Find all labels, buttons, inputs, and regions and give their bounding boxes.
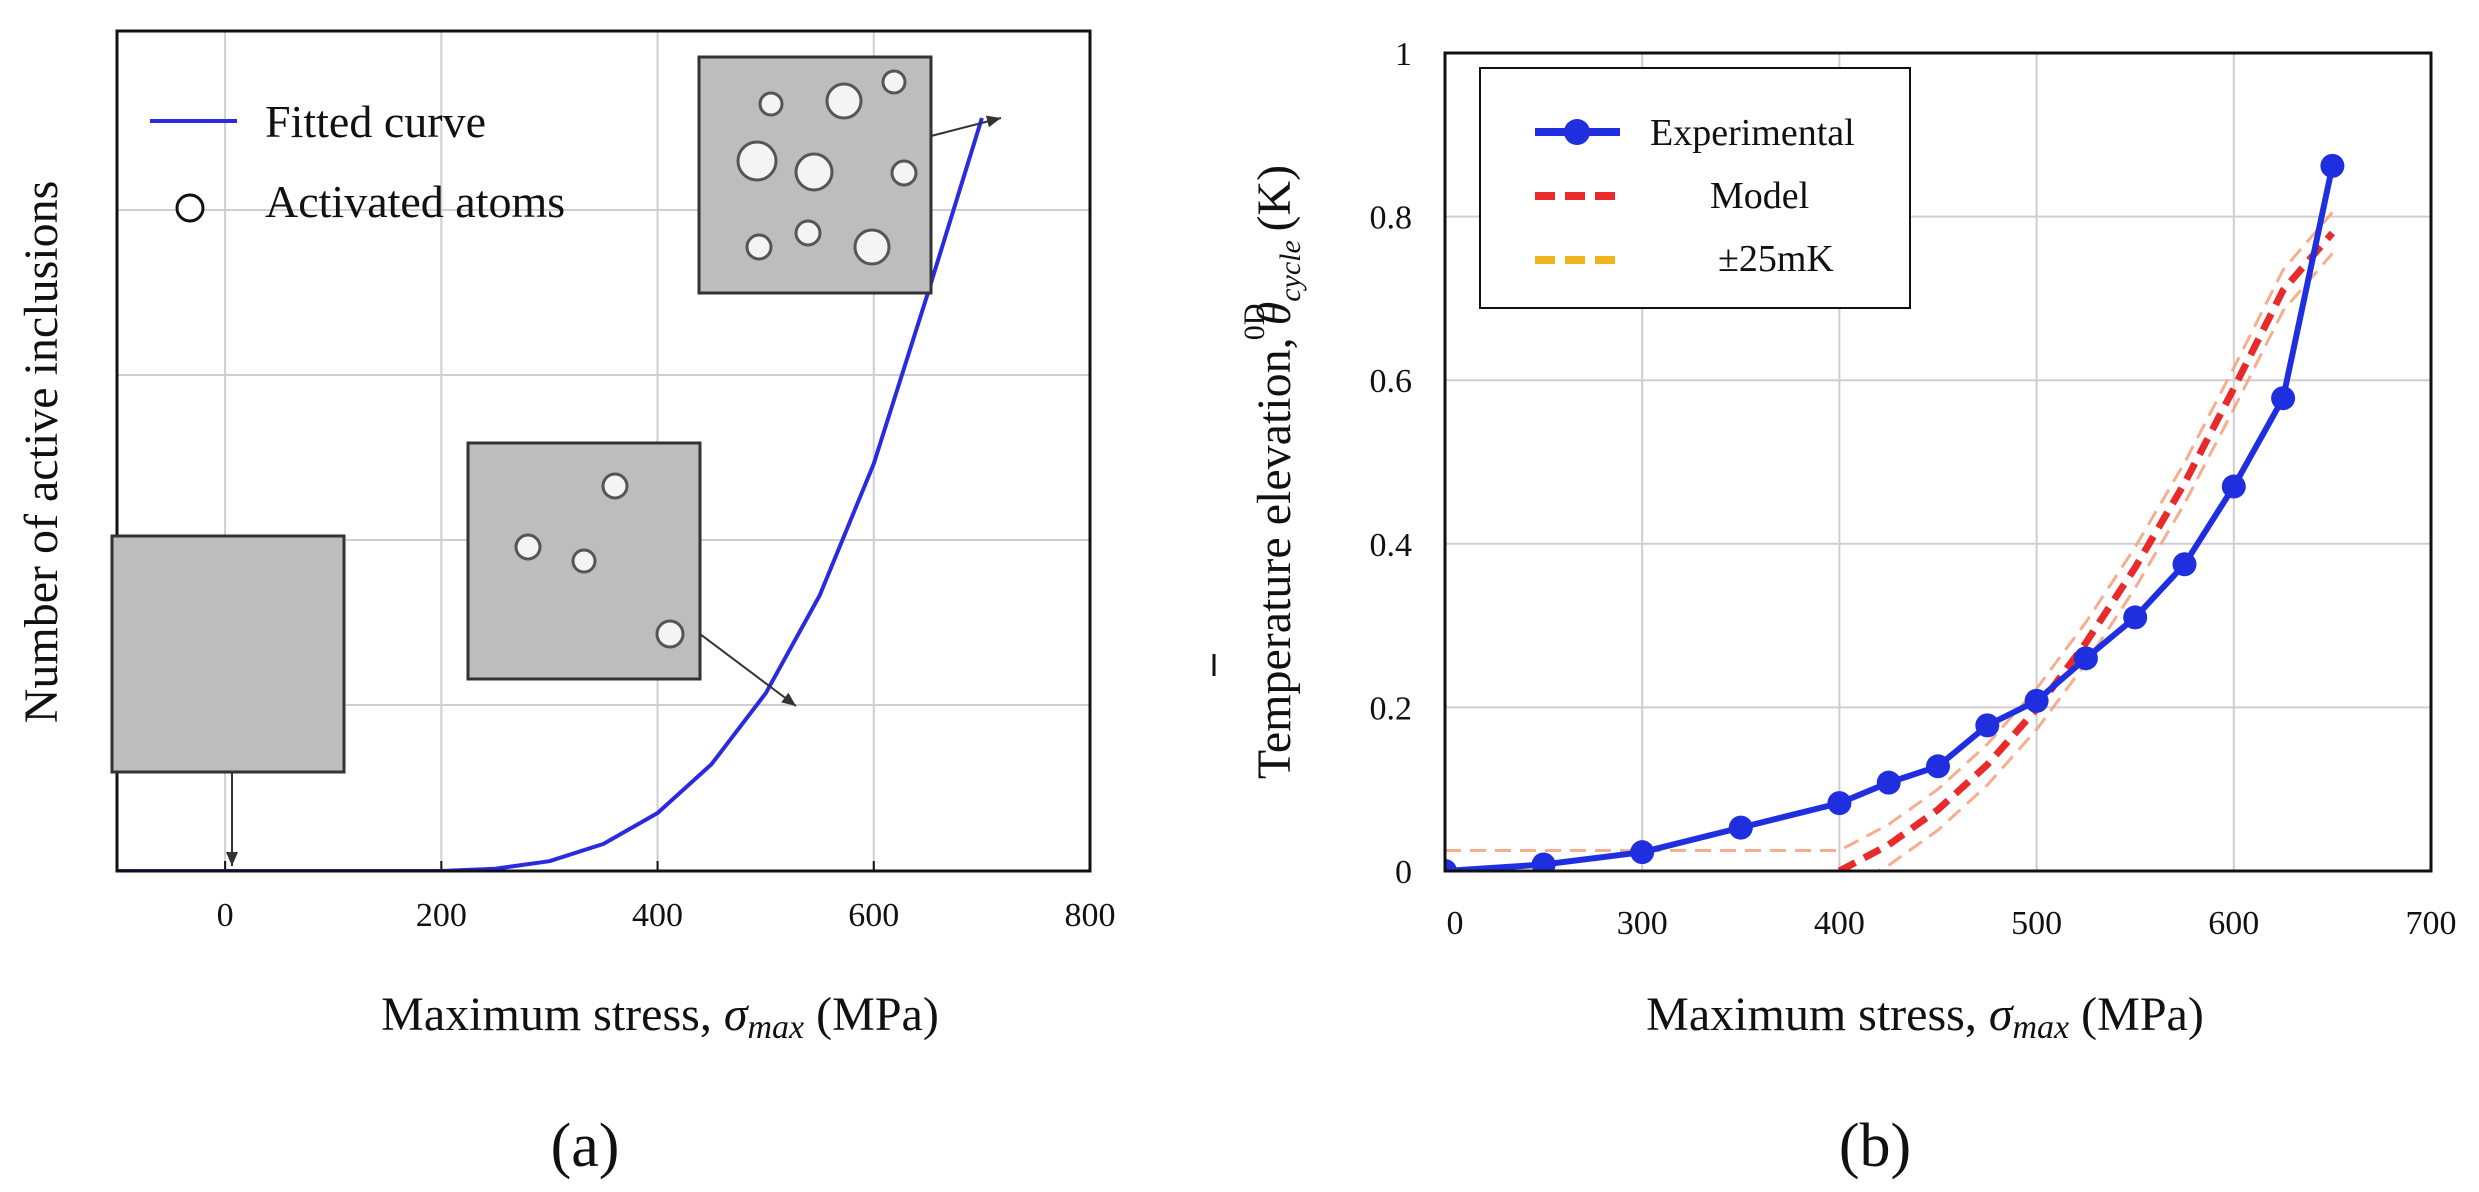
insets-a <box>110 55 1002 866</box>
x-tick-label-b-4: 600 <box>2208 905 2259 942</box>
series-line-fitted-curve <box>117 117 984 871</box>
data-point-experimental-5 <box>1876 770 1901 795</box>
legend-a: Fitted curve Activated atoms <box>150 96 565 227</box>
legend-swatch-experimental-marker <box>1564 119 1590 145</box>
y-axis-label-b: Temperature elevation, θcycle0D (K) <box>1238 165 1307 779</box>
inset-2-circle-3 <box>736 140 778 182</box>
legend-label-25mk: ±25mK <box>1718 238 1834 280</box>
x-tick-label-a-1: 200 <box>416 897 467 934</box>
legend-label-fitted-curve: Fitted curve <box>265 96 486 147</box>
data-point-experimental-7 <box>1975 713 2000 738</box>
data-point-experimental-8 <box>2024 688 2049 713</box>
series-band-25mk-lower <box>1874 252 2334 871</box>
y-axis-label-a: Number of active inclusions <box>15 181 68 724</box>
data-point-experimental-11 <box>2172 552 2197 577</box>
inset-arrowhead-1 <box>781 692 796 706</box>
legend-label-model: Model <box>1710 175 1809 217</box>
x-tick-label-b-5: 700 <box>2406 905 2457 942</box>
inset-arrow-1 <box>699 633 797 707</box>
x-tick-label-a-3: 600 <box>848 897 899 934</box>
inset-1-circle-1 <box>514 533 542 561</box>
x-tick-labels-b: 0 300 400 500 600 700 <box>1447 905 2457 942</box>
inset-1-circle-3 <box>655 619 685 649</box>
series-group-b <box>1445 153 2345 871</box>
y-tick-label-b-0: 0 <box>1395 854 1412 891</box>
x-tick-label-b-0: 0 <box>1447 905 1464 942</box>
plot-frame-b <box>1443 51 2433 873</box>
x-tick-label-b-1: 300 <box>1617 905 1668 942</box>
data-point-experimental-6 <box>1926 754 1950 779</box>
x-tick-label-b-3: 500 <box>2011 905 2062 942</box>
series-line-model <box>1837 230 2336 871</box>
data-point-experimental-4 <box>1827 791 1852 816</box>
data-point-experimental-14 <box>2320 153 2345 178</box>
legend-label-experimental: Experimental <box>1650 112 1855 154</box>
series-group-a <box>117 117 984 871</box>
data-point-experimental-3 <box>1728 815 1753 840</box>
data-point-experimental-13 <box>2271 386 2296 411</box>
data-point-experimental-12 <box>2221 474 2246 499</box>
y-tick-label-b-3: 0.6 <box>1370 363 1413 400</box>
x-tick-label-a-2: 400 <box>632 897 683 934</box>
data-point-experimental-9 <box>2073 646 2098 671</box>
x-tick-labels-a: 0 200 400 600 800 <box>217 897 1116 934</box>
y-tick-label-b-2: 0.4 <box>1370 527 1413 564</box>
inset-2-circle-4 <box>794 152 834 192</box>
panel-b: 0 300 400 500 600 700 0 0.2 0.4 0.6 0.8 1 Experime… <box>1212 36 2457 1180</box>
inset-box-0 <box>110 534 346 774</box>
y-tick-label-b-5: 1 <box>1395 36 1412 73</box>
plot-frame-a <box>115 29 1092 873</box>
inset-1-circle-0 <box>601 472 629 500</box>
y-tick-label-b-4: 0.8 <box>1370 200 1413 237</box>
data-point-experimental-1 <box>1531 852 1556 871</box>
data-point-experimental-2 <box>1630 840 1655 865</box>
x-axis-label-b: Maximum stress, σmax (MPa) <box>1646 988 2204 1046</box>
y-tick-labels-b: 0 0.2 0.4 0.6 0.8 1 <box>1370 36 1413 891</box>
legend-b: Experimental Model ±25mK <box>1479 67 1911 309</box>
inset-2-circle-5 <box>890 159 918 187</box>
legend-label-activated-atoms: Activated atoms <box>265 176 565 227</box>
inset-1-circle-2 <box>571 548 597 574</box>
panel-a: 0 200 400 600 800 Fitted curve Activated ato… <box>15 29 1116 1180</box>
x-tick-label-a-0: 0 <box>217 897 234 934</box>
x-tick-label-a-4: 800 <box>1065 897 1116 934</box>
panel-label-a: (a) <box>551 1112 620 1180</box>
legend-swatch-activated-atoms <box>175 193 205 223</box>
inset-2-circle-2 <box>881 69 907 95</box>
inset-2-circle-7 <box>794 219 822 247</box>
panel-label-b: (b) <box>1839 1112 1911 1180</box>
inset-2-circle-8 <box>853 228 891 266</box>
legend-box-b <box>1479 67 1911 309</box>
inset-arrowhead-0 <box>226 852 238 866</box>
series-band-25mk-upper <box>1445 211 2334 852</box>
y-tick-label-b-1: 0.2 <box>1370 690 1413 727</box>
inset-2-circle-0 <box>758 91 784 117</box>
inset-2-circle-6 <box>745 233 773 261</box>
x-tick-label-b-2: 400 <box>1814 905 1865 942</box>
data-point-experimental-10 <box>2123 605 2148 630</box>
x-axis-label-a: Maximum stress, σmax (MPa) <box>381 988 939 1046</box>
data-point-experimental-0 <box>1445 859 1457 871</box>
inset-arrowhead-2 <box>985 115 1001 128</box>
inset-2-circle-1 <box>825 82 863 120</box>
